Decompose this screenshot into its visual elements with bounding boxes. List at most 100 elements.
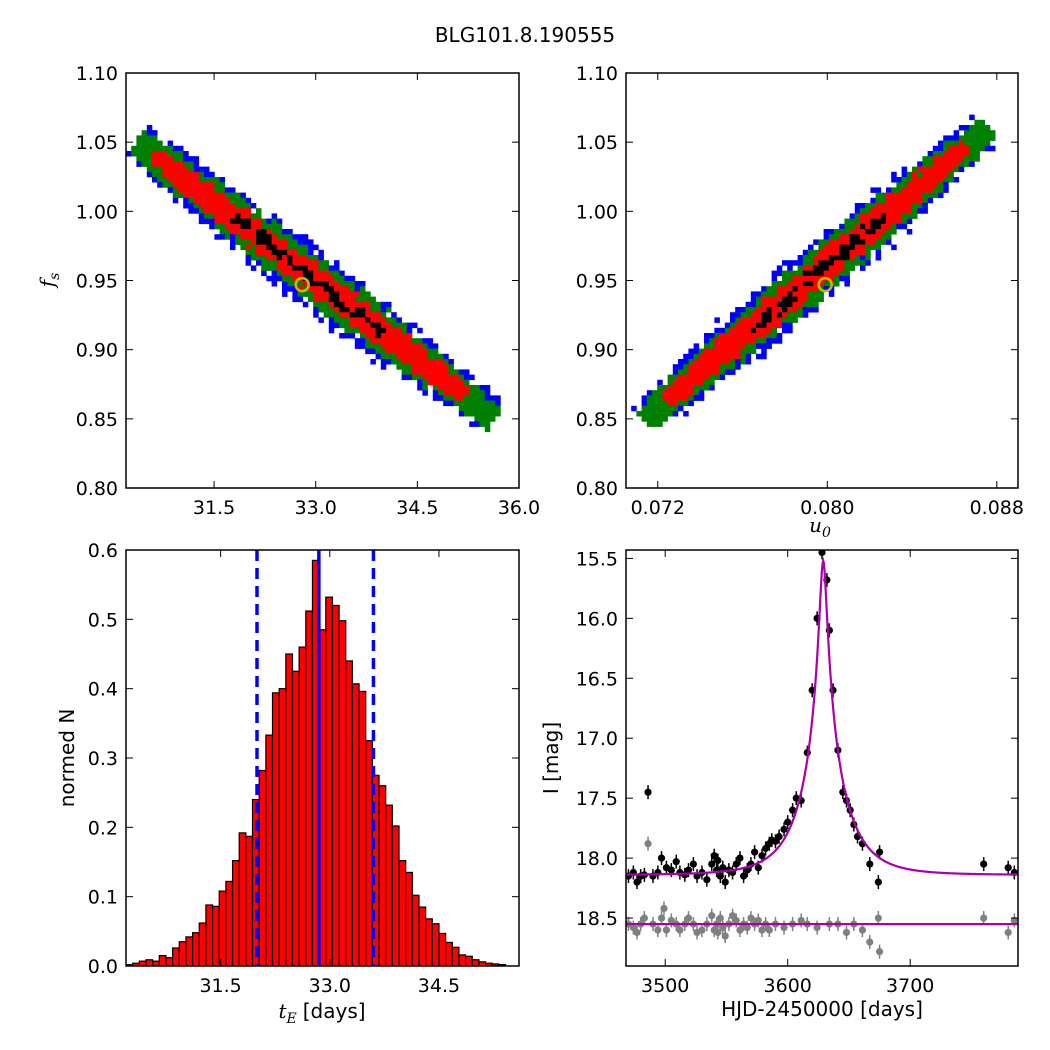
density-cell	[860, 223, 866, 230]
density-cell	[245, 229, 252, 235]
density-cell	[771, 296, 778, 303]
density-cell	[776, 265, 783, 271]
density-cell	[849, 229, 856, 235]
density-cell	[464, 390, 470, 396]
density-cell	[167, 151, 174, 157]
density-cell	[771, 275, 778, 282]
density-cell	[865, 208, 871, 214]
density-cell	[438, 395, 444, 401]
density-cell	[844, 249, 850, 256]
density-cell	[683, 411, 689, 417]
density-cell	[282, 275, 288, 282]
density-cell	[214, 192, 220, 199]
density-cell	[839, 223, 845, 230]
density-cell	[979, 140, 986, 147]
density-cell	[339, 317, 345, 323]
density-cell	[458, 369, 465, 375]
density-cell	[318, 265, 324, 271]
histogram-bar	[225, 880, 234, 966]
density-cell	[896, 177, 902, 183]
density-cell	[860, 265, 866, 271]
density-cell	[224, 203, 231, 209]
density-cell	[412, 369, 418, 375]
density-cell	[875, 234, 882, 240]
density-cell	[828, 239, 835, 245]
density-cell	[688, 385, 694, 391]
density-cell	[380, 348, 387, 355]
y-tick-label: 0.1	[88, 887, 118, 909]
density-cell	[766, 307, 772, 313]
density-cell	[354, 338, 361, 344]
density-cell	[730, 317, 736, 323]
density-cell	[401, 327, 408, 334]
density-cell	[224, 213, 231, 219]
density-cell	[432, 343, 439, 349]
density-cell	[714, 317, 720, 323]
density-cell	[344, 333, 350, 339]
density-cell	[719, 374, 726, 381]
density-cell	[391, 327, 397, 334]
data-point	[775, 832, 783, 841]
density-cell	[823, 229, 830, 235]
density-cell	[406, 327, 413, 334]
density-cell	[719, 327, 726, 334]
density-cell	[302, 281, 309, 287]
density-cell	[870, 244, 876, 251]
density-cell	[276, 223, 283, 230]
density-cell	[771, 281, 778, 287]
data-point	[714, 856, 722, 865]
density-cell	[834, 265, 840, 271]
density-cell	[756, 338, 762, 344]
density-cell	[953, 140, 960, 147]
density-cell	[901, 177, 908, 183]
data-point	[754, 864, 762, 872]
density-cell	[854, 229, 861, 235]
density-cell	[193, 166, 200, 173]
best-fit-marker	[817, 276, 833, 293]
density-cell	[349, 307, 356, 313]
density-cell	[719, 343, 726, 349]
density-cell	[958, 156, 965, 162]
data-point	[633, 928, 641, 937]
density-cell	[818, 244, 824, 251]
density-cell	[880, 234, 887, 240]
density-cell	[860, 244, 866, 251]
density-cell	[641, 411, 648, 417]
density-cell	[328, 281, 335, 287]
density-cell	[193, 192, 200, 199]
density-cell	[417, 353, 423, 360]
histogram-bar	[165, 957, 174, 966]
density-cell	[354, 322, 361, 329]
density-cell	[432, 359, 439, 365]
density-cell	[292, 239, 298, 245]
histogram-bar	[291, 670, 300, 966]
density-cell	[646, 390, 653, 396]
density-cell	[756, 307, 762, 313]
density-cell	[432, 390, 439, 396]
density-cell	[792, 286, 798, 292]
density-cell	[735, 353, 741, 360]
density-cell	[938, 192, 944, 199]
density-cell	[490, 395, 496, 401]
density-cell	[865, 234, 871, 240]
x-tick-label: 36.0	[498, 497, 540, 519]
density-cell	[157, 151, 163, 157]
density-cell	[693, 369, 700, 375]
density-cell	[870, 197, 876, 204]
density-cell	[813, 249, 819, 256]
density-cell	[344, 281, 350, 287]
density-cell	[235, 192, 241, 199]
density-cell	[292, 234, 298, 240]
density-cell	[370, 312, 376, 318]
density-cell	[183, 161, 189, 167]
density-cell	[870, 229, 876, 235]
density-cell	[834, 244, 840, 251]
density-cell	[146, 135, 153, 141]
density-cell	[136, 151, 142, 157]
density-cell	[901, 197, 908, 204]
density-cell	[683, 395, 689, 401]
density-cell	[292, 249, 298, 256]
density-cell	[891, 213, 897, 219]
x-tick-label: 3500	[641, 975, 689, 997]
density-cell	[756, 296, 762, 303]
